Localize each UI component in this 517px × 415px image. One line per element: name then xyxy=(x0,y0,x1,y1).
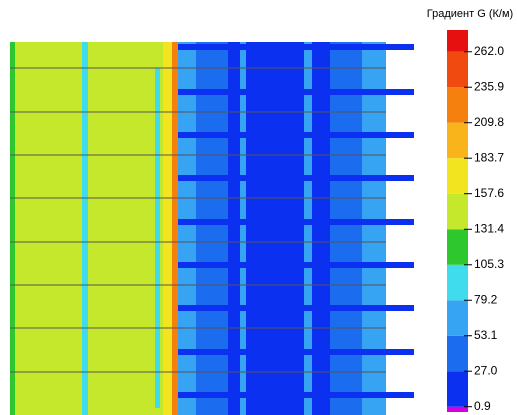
colorbar-band xyxy=(447,193,468,230)
tick-label: 157.6 xyxy=(474,186,504,200)
tick-label: 131.4 xyxy=(474,221,504,235)
colorbar-band xyxy=(447,51,468,88)
tick-label: 53.1 xyxy=(474,328,498,342)
tick-label: 183.7 xyxy=(474,150,504,164)
colorbar-band xyxy=(447,335,468,372)
colorbar-title: Градиент G (К/м) xyxy=(427,8,513,20)
colorbar-band xyxy=(447,264,468,301)
colorbar-band xyxy=(447,300,468,336)
tick-label: 209.8 xyxy=(474,115,504,129)
tick-label: 262.0 xyxy=(474,44,504,58)
tick-label: 79.2 xyxy=(474,292,498,306)
colorbar-band xyxy=(447,371,468,407)
colorbar-band xyxy=(447,30,468,52)
tick-label: 235.9 xyxy=(474,79,504,93)
field xyxy=(10,42,414,415)
colorbar-band xyxy=(447,406,468,412)
colorbar-band xyxy=(447,122,468,159)
colorbar-band xyxy=(447,87,468,123)
tick-label: 0.9 xyxy=(474,399,491,413)
colorbar-band xyxy=(447,158,468,194)
tick-label: 27.0 xyxy=(474,363,498,377)
colorbar-band xyxy=(447,229,468,265)
tick-label: 105.3 xyxy=(474,257,504,271)
